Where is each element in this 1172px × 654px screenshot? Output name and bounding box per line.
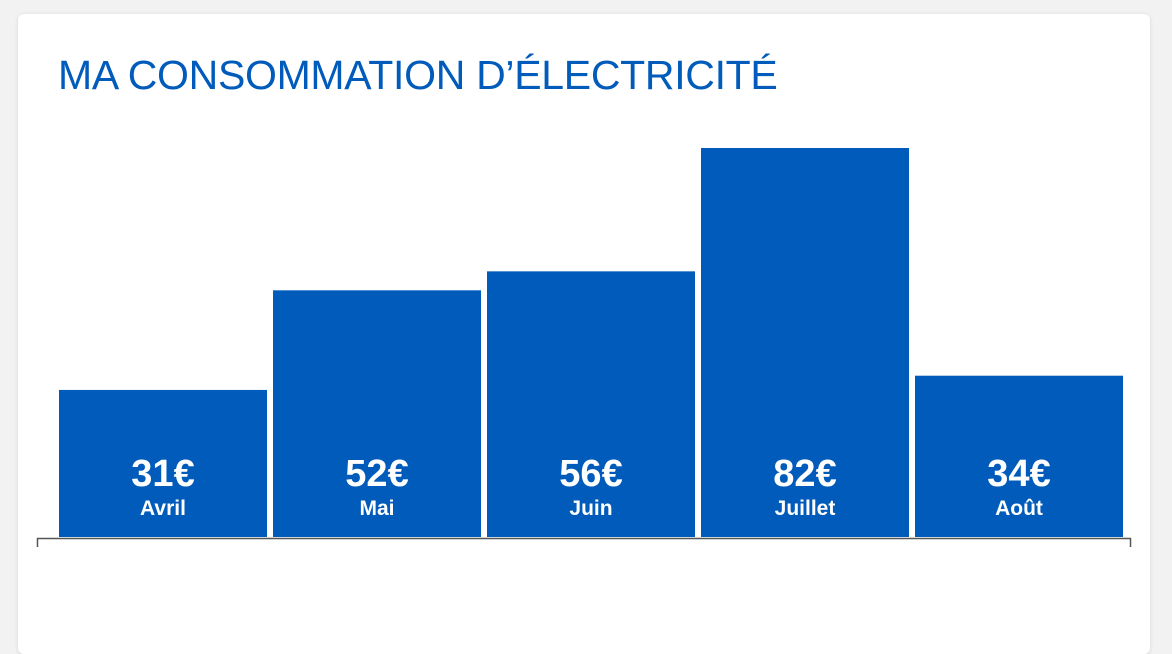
x-axis-line [36, 537, 1132, 547]
bar-category-label: Août [995, 497, 1043, 520]
bar-category-label: Juillet [775, 497, 836, 520]
bar-mai [273, 290, 481, 537]
bar-value-label: 52€ [345, 453, 408, 495]
bar-category-label: Mai [359, 497, 394, 520]
bar-category-label: Avril [140, 497, 186, 520]
bar-value-label: 82€ [773, 453, 836, 495]
bar-category-label: Juin [569, 497, 612, 520]
bar-value-label: 56€ [559, 453, 622, 495]
consumption-card: MA CONSOMMATION D’ÉLECTRICITÉ 31€ Avril 52… [18, 14, 1150, 654]
bar-juin [487, 271, 695, 537]
bar-chart: 31€Avril 52€Mai 56€Juin 82€Juillet 34€Août [36, 148, 1132, 547]
bar-value-label: 31€ [131, 453, 194, 495]
bar-value-label: 34€ [987, 453, 1050, 495]
bar-juillet [701, 148, 909, 537]
bar-avril [59, 389, 267, 537]
chart-title: MA CONSOMMATION D’ÉLECTRICITÉ [58, 52, 778, 98]
bar-août [915, 375, 1123, 537]
